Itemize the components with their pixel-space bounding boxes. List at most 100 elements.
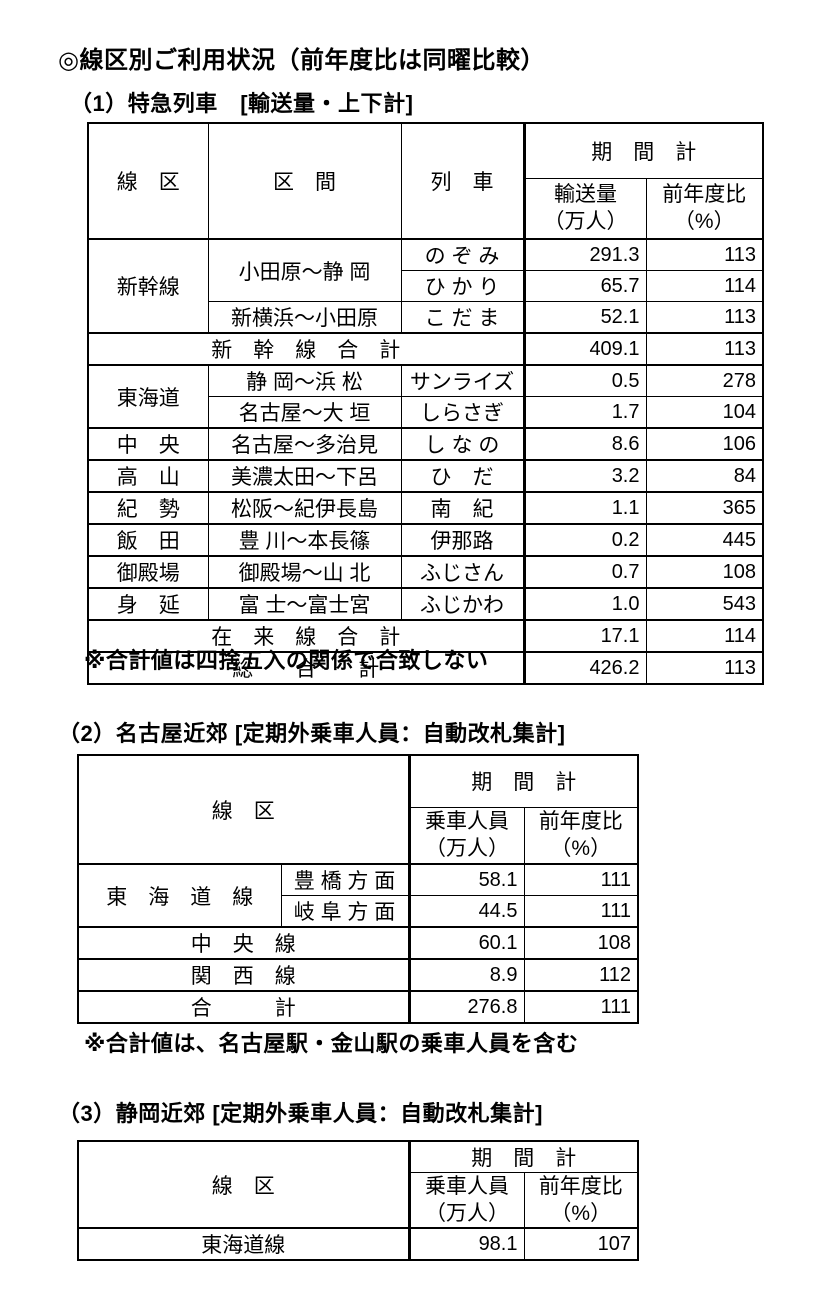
table-row: 線 区 区 間 列 車 期 間 計 bbox=[87, 122, 764, 240]
table-row: ひ か り 65.7 114 bbox=[88, 270, 764, 302]
section1-note: ※合計値は四捨五入の関係で合致しない bbox=[84, 648, 489, 673]
train-cell: 南 紀 bbox=[400, 491, 525, 525]
header-ressha: 列 車 bbox=[400, 122, 525, 240]
train-cell: 伊那路 bbox=[400, 523, 525, 557]
volume-cell: 1.7 bbox=[522, 396, 647, 429]
shizuoka-suburban-table: 線 区 期 間 計 乗車人員 （万人） 前年度比 （%） 東海道線 98.1 1… bbox=[77, 1140, 639, 1261]
volume-cell: 1.0 bbox=[522, 587, 647, 621]
table-row: 新横浜～小田原 こ だ ま 52.1 113 bbox=[88, 301, 764, 334]
header-period-total: 期 間 計 bbox=[407, 754, 639, 808]
header-line: （%） bbox=[550, 1202, 612, 1225]
passengers-cell: 58.1 bbox=[407, 863, 525, 896]
table-row: 東 海 道 線 豊 橋 方 面 58.1 111 bbox=[77, 863, 639, 928]
senku-cell: 中 央 bbox=[87, 427, 209, 461]
senku-cell: 東海道 bbox=[87, 364, 209, 429]
table-row: 岐 阜 方 面 44.5 111 bbox=[78, 895, 639, 928]
header-line: 前年度比 bbox=[538, 1175, 623, 1198]
kukan-cell: 豊 川～本長篠 bbox=[207, 523, 402, 557]
header-senku: 線 区 bbox=[77, 754, 410, 865]
header-senku: 線 区 bbox=[77, 1140, 410, 1229]
line-cell: 中 央 線 bbox=[77, 926, 410, 960]
header-yoy: 前年度比 （%） bbox=[523, 806, 639, 865]
volume-cell: 426.2 bbox=[522, 651, 647, 685]
yoy-cell: 113 bbox=[645, 651, 764, 685]
yoy-cell: 104 bbox=[645, 396, 764, 429]
yoy-cell: 111 bbox=[523, 863, 639, 896]
volume-cell: 0.2 bbox=[522, 523, 647, 557]
volume-cell: 409.1 bbox=[522, 332, 647, 366]
table-row: 東海道線 98.1 107 bbox=[77, 1227, 639, 1261]
volume-cell: 291.3 bbox=[522, 238, 647, 271]
table-row: 中 央 名古屋～多治見 し な の 8.6 106 bbox=[87, 427, 764, 461]
table-row: 飯 田 豊 川～本長篠 伊那路 0.2 445 bbox=[87, 523, 764, 557]
kukan-cell: 新横浜～小田原 bbox=[207, 301, 402, 334]
senku-cell: 新幹線 bbox=[87, 238, 209, 334]
header-period-total: 期 間 計 bbox=[407, 1140, 639, 1173]
volume-cell: 8.6 bbox=[522, 427, 647, 461]
header-period-total: 期 間 計 bbox=[522, 122, 764, 179]
section1-heading: （1）特急列車 [輸送量・上下計] bbox=[70, 91, 414, 116]
senku-cell: 紀 勢 bbox=[87, 491, 209, 525]
header-line: （万人） bbox=[425, 1202, 509, 1225]
yoy-cell: 113 bbox=[645, 301, 764, 334]
nagoya-suburban-table: 線 区 期 間 計 乗車人員 （万人） 前年度比 （%） 東 海 道 線 豊 橋… bbox=[77, 754, 639, 1024]
table-row: 紀 勢 松阪～紀伊長島 南 紀 1.1 365 bbox=[87, 491, 764, 525]
kukan-cell: 御殿場～山 北 bbox=[207, 555, 402, 589]
yoy-cell: 108 bbox=[645, 555, 764, 589]
page-title: ◎線区別ご利用状況（前年度比は同曜比較） bbox=[58, 47, 545, 74]
header-line: （%） bbox=[673, 210, 735, 234]
train-cell: しらさぎ bbox=[400, 396, 525, 429]
header-yoy: 前年度比 （%） bbox=[645, 177, 764, 240]
kukan-cell: 名古屋～大 垣 bbox=[207, 396, 402, 429]
train-cell: ひ だ bbox=[400, 459, 525, 493]
header-kukan: 区 間 bbox=[207, 122, 402, 240]
passengers-cell: 98.1 bbox=[407, 1227, 525, 1261]
table-row: 線 区 期 間 計 bbox=[77, 1140, 639, 1229]
table-row: 在 来 線 合 計 17.1 114 bbox=[87, 619, 764, 653]
yoy-cell: 445 bbox=[645, 523, 764, 557]
yoy-cell: 278 bbox=[645, 364, 764, 397]
table-row: 東海道 静 岡～浜 松 サンライズ 0.5 278 bbox=[87, 364, 764, 429]
yoy-cell: 84 bbox=[645, 459, 764, 493]
yoy-cell: 107 bbox=[523, 1227, 639, 1261]
yoy-cell: 111 bbox=[523, 895, 639, 928]
header-line: 乗車人員 bbox=[425, 810, 509, 834]
table-row: 御殿場 御殿場～山 北 ふじさん 0.7 108 bbox=[87, 555, 764, 589]
table-row: 新 幹 線 合 計 409.1 113 bbox=[87, 332, 764, 366]
header-line: （万人） bbox=[425, 837, 509, 861]
passengers-cell: 8.9 bbox=[407, 958, 525, 992]
volume-cell: 0.5 bbox=[522, 364, 647, 397]
yoy-cell: 113 bbox=[645, 332, 764, 366]
senku-cell: 飯 田 bbox=[87, 523, 209, 557]
train-cell: の ぞ み bbox=[400, 238, 525, 271]
table-row: 総 合 計 426.2 113 bbox=[87, 651, 764, 685]
train-cell: ふじかわ bbox=[400, 587, 525, 621]
header-line: 前年度比 bbox=[662, 183, 747, 207]
table-row: 新幹線 小田原～静 岡 の ぞ み 291.3 113 bbox=[87, 238, 764, 334]
yoy-cell: 113 bbox=[645, 238, 764, 271]
volume-cell: 1.1 bbox=[522, 491, 647, 525]
header-line: 前年度比 bbox=[538, 810, 623, 834]
table-row: 身 延 富 士～富士宮 ふじかわ 1.0 543 bbox=[87, 587, 764, 621]
header-volume: 輸送量 （万人） bbox=[522, 177, 647, 240]
yoy-cell: 108 bbox=[523, 926, 639, 960]
section2-note: ※合計値は、名古屋駅・金山駅の乗車人員を含む bbox=[84, 1031, 579, 1056]
summary-label-cell: 合 計 bbox=[77, 990, 410, 1024]
table-row: 中 央 線 60.1 108 bbox=[77, 926, 639, 960]
table-row: 高 山 美濃太田～下呂 ひ だ 3.2 84 bbox=[87, 459, 764, 493]
passengers-cell: 276.8 bbox=[407, 990, 525, 1024]
yoy-cell: 365 bbox=[645, 491, 764, 525]
header-line: 輸送量 bbox=[554, 183, 617, 207]
kukan-cell: 名古屋～多治見 bbox=[207, 427, 402, 461]
senku-cell: 御殿場 bbox=[87, 555, 209, 589]
train-cell: ふじさん bbox=[400, 555, 525, 589]
yoy-cell: 114 bbox=[645, 619, 764, 653]
volume-cell: 0.7 bbox=[522, 555, 647, 589]
train-cell: こ だ ま bbox=[400, 301, 525, 334]
header-passengers: 乗車人員 （万人） bbox=[407, 806, 525, 865]
yoy-cell: 111 bbox=[523, 990, 639, 1024]
line-cell: 東 海 道 線 bbox=[77, 863, 282, 928]
direction-cell: 豊 橋 方 面 bbox=[280, 863, 410, 896]
summary-label-cell: 在 来 線 合 計 bbox=[87, 619, 525, 653]
